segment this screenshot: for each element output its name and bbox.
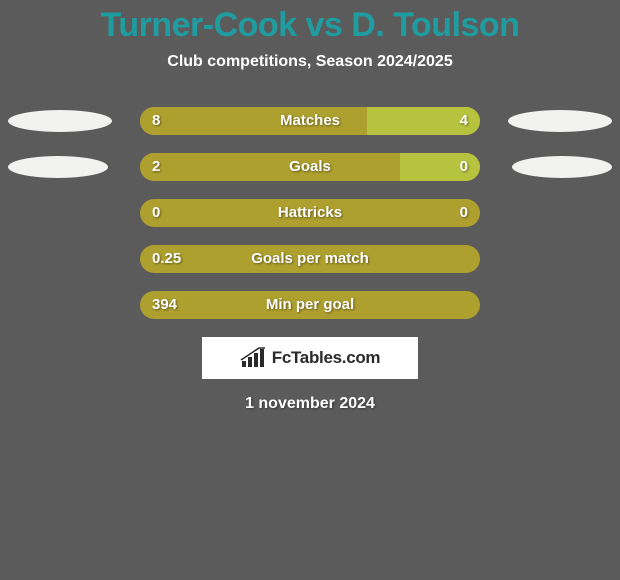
stat-row: Goals20	[0, 153, 620, 181]
stat-value-right: 0	[460, 199, 468, 227]
player-right-marker	[512, 156, 612, 178]
brand-text: FcTables.com	[272, 348, 381, 368]
stat-bar-left	[140, 199, 480, 227]
subtitle: Club competitions, Season 2024/2025	[0, 53, 620, 71]
stat-value-left: 2	[152, 153, 160, 181]
brand-chart-icon	[240, 347, 268, 369]
stat-value-left: 394	[152, 291, 177, 319]
player-left-marker	[8, 156, 108, 178]
stat-bar	[140, 153, 480, 181]
stat-bar	[140, 291, 480, 319]
stat-bar	[140, 107, 480, 135]
stat-bar-left	[140, 153, 400, 181]
stat-bar-left	[140, 291, 480, 319]
stat-rows: Matches84Goals20Hattricks00Goals per mat…	[0, 107, 620, 319]
page-title: Turner-Cook vs D. Toulson	[0, 0, 620, 45]
stat-bar-right	[400, 153, 480, 181]
stat-value-left: 0.25	[152, 245, 181, 273]
comparison-widget: Turner-Cook vs D. Toulson Club competiti…	[0, 0, 620, 580]
date-label: 1 november 2024	[0, 395, 620, 413]
player-left-marker	[8, 110, 112, 132]
stat-row: Matches84	[0, 107, 620, 135]
stat-row: Goals per match0.25	[0, 245, 620, 273]
stat-row: Hattricks00	[0, 199, 620, 227]
stat-row: Min per goal394	[0, 291, 620, 319]
stat-value-left: 0	[152, 199, 160, 227]
stat-bar	[140, 199, 480, 227]
stat-value-right: 0	[460, 153, 468, 181]
stat-value-left: 8	[152, 107, 160, 135]
player-right-marker	[508, 110, 612, 132]
stat-bar-left	[140, 245, 480, 273]
brand-box: FcTables.com	[202, 337, 418, 379]
stat-bar-left	[140, 107, 367, 135]
stat-bar	[140, 245, 480, 273]
stat-value-right: 4	[460, 107, 468, 135]
